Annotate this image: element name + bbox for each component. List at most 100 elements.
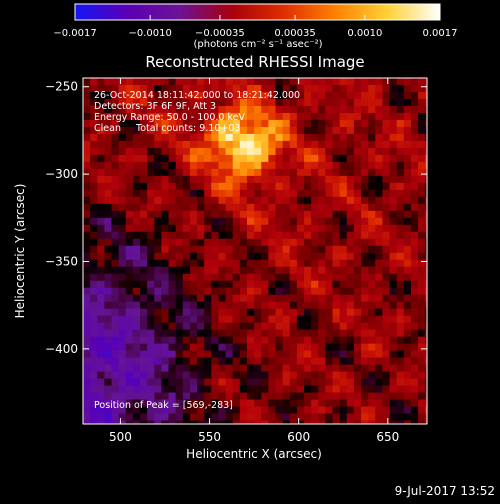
heatmap-pixel (325, 245, 334, 254)
heatmap-pixel (325, 78, 334, 86)
heatmap-pixel (275, 168, 284, 177)
heatmap-pixel (182, 112, 191, 121)
heatmap-pixel (361, 98, 369, 107)
heatmap-pixel (182, 343, 191, 352)
heatmap-pixel (97, 98, 105, 107)
heatmap-pixel (239, 91, 248, 100)
heatmap-pixel (304, 399, 312, 408)
heatmap-pixel (375, 329, 384, 338)
heatmap-pixel (418, 329, 426, 338)
heatmap-pixel (118, 308, 127, 317)
heatmap-pixel (161, 413, 170, 422)
heatmap-pixel (346, 154, 355, 163)
heatmap-pixel (410, 385, 419, 394)
heatmap-pixel (211, 210, 220, 219)
heatmap-pixel (168, 238, 177, 247)
heatmap-pixel (325, 91, 334, 100)
heatmap-pixel (296, 392, 305, 401)
heatmap-pixel (275, 252, 284, 261)
heatmap-pixel (346, 413, 355, 422)
heatmap-pixel (118, 399, 127, 408)
heatmap-pixel (225, 266, 234, 275)
heatmap-pixel (389, 217, 398, 226)
heatmap-pixel (83, 175, 91, 184)
heatmap-pixel (254, 91, 262, 100)
heatmap-pixel (211, 329, 220, 338)
heatmap-pixel (254, 406, 262, 415)
heatmap-pixel (239, 378, 248, 387)
heatmap-pixel (289, 273, 298, 282)
heatmap-pixel (197, 252, 205, 261)
heatmap-pixel (154, 147, 163, 156)
heatmap-pixel (361, 245, 369, 254)
heatmap-pixel (425, 420, 427, 424)
heatmap-pixel (204, 189, 212, 198)
heatmap-pixel (361, 252, 369, 261)
heatmap-pixel (118, 259, 127, 268)
heatmap-pixel (147, 168, 155, 177)
heatmap-pixel (140, 322, 148, 331)
heatmap-pixel (353, 140, 362, 149)
heatmap-pixel (304, 78, 312, 86)
heatmap-pixel (197, 105, 205, 114)
heatmap-pixel (418, 84, 426, 93)
heatmap-pixel (268, 78, 277, 86)
heatmap-pixel (147, 329, 155, 338)
heatmap-pixel (268, 231, 277, 240)
heatmap-pixel (410, 140, 419, 149)
heatmap-pixel (361, 315, 369, 324)
heatmap-pixel (232, 406, 241, 415)
heatmap-pixel (325, 161, 334, 170)
heatmap-pixel (261, 147, 269, 156)
heatmap-pixel (346, 112, 355, 121)
heatmap-pixel (318, 399, 326, 408)
heatmap-pixel (161, 420, 170, 424)
heatmap-pixel (389, 350, 398, 359)
heatmap-pixel (125, 350, 134, 359)
heatmap-pixel (304, 280, 312, 289)
heatmap-pixel (261, 84, 269, 93)
heatmap-pixel (296, 78, 305, 86)
heatmap-pixel (425, 154, 427, 163)
heatmap-pixel (111, 315, 120, 324)
heatmap-pixel (353, 385, 362, 394)
heatmap-pixel (261, 308, 269, 317)
heatmap-pixel (225, 238, 234, 247)
heatmap-pixel (289, 182, 298, 191)
heatmap-pixel (410, 350, 419, 359)
heatmap-pixel (268, 322, 277, 331)
heatmap-pixel (375, 413, 384, 422)
heatmap-pixel (375, 371, 384, 380)
heatmap-pixel (318, 245, 326, 254)
heatmap-pixel (90, 378, 98, 387)
heatmap-pixel (118, 413, 127, 422)
heatmap-pixel (346, 84, 355, 93)
heatmap-pixel (232, 224, 241, 233)
heatmap-pixel (418, 98, 426, 107)
heatmap-pixel (211, 126, 220, 135)
heatmap-pixel (161, 140, 170, 149)
heatmap-pixel (182, 231, 191, 240)
heatmap-pixel (90, 294, 98, 303)
heatmap-pixel (218, 119, 227, 128)
heatmap-pixel (289, 140, 298, 149)
heatmap-pixel (296, 280, 305, 289)
heatmap-pixel (125, 140, 134, 149)
heatmap-pixel (182, 266, 191, 275)
heatmap-pixel (132, 392, 141, 401)
heatmap-pixel (304, 287, 312, 296)
heatmap-pixel (254, 413, 262, 422)
heatmap-pixel (382, 140, 391, 149)
heatmap-pixel (389, 343, 398, 352)
heatmap-pixel (368, 224, 376, 233)
heatmap-pixel (318, 406, 326, 415)
heatmap-pixel (311, 154, 319, 163)
heatmap-pixel (154, 182, 163, 191)
heatmap-pixel (425, 175, 427, 184)
heatmap-pixel (382, 175, 391, 184)
heatmap-pixel (353, 105, 362, 114)
heatmap-pixel (418, 252, 426, 261)
heatmap-pixel (361, 273, 369, 282)
heatmap-pixel (175, 182, 184, 191)
colorbar (74, 3, 441, 21)
